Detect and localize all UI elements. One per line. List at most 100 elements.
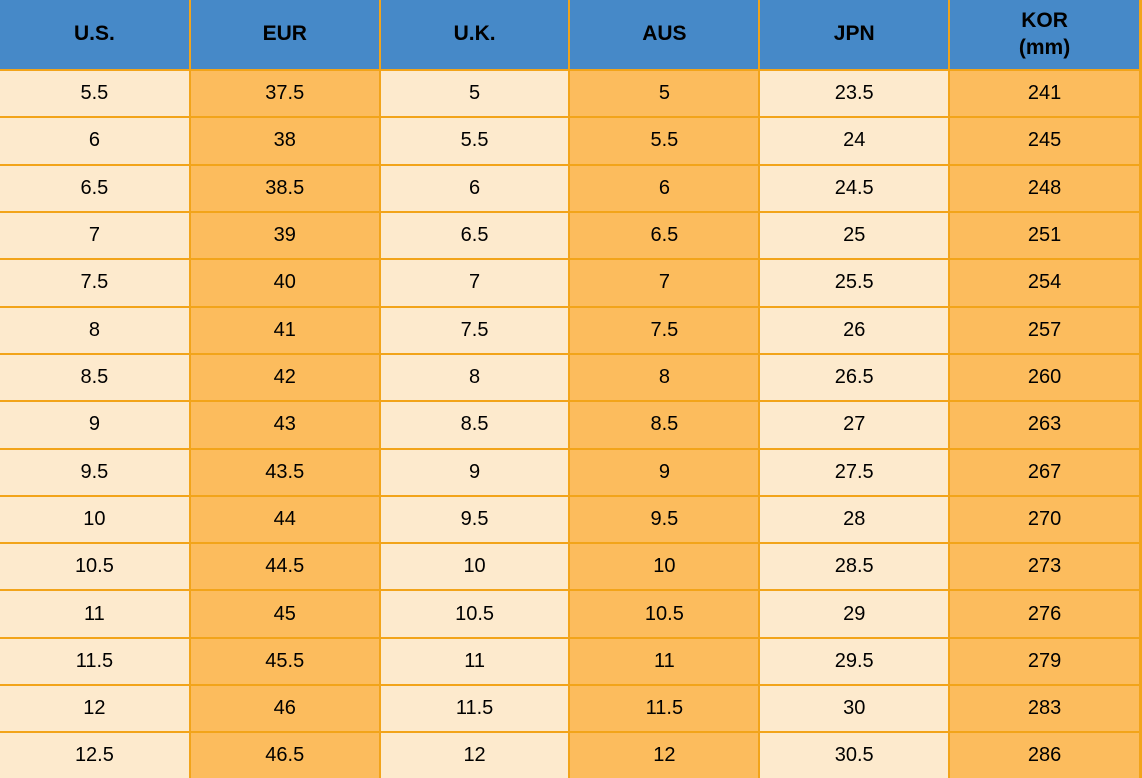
table-cell: 286 bbox=[948, 731, 1140, 778]
table-row: 11.5 45.5 11 11 29.5 279 bbox=[0, 636, 1140, 687]
table-row: 12.5 46.5 12 12 30.5 286 bbox=[0, 731, 1140, 778]
table-row: 5.5 37.5 5 5 23.5 241 bbox=[0, 68, 1140, 119]
table-cell: 9.5 bbox=[0, 447, 191, 497]
column-header-jpn-label: JPN bbox=[833, 22, 875, 46]
table-row: 8 41 7.5 7.5 26 257 bbox=[0, 305, 1140, 355]
table-cell: 44.5 bbox=[188, 542, 381, 592]
table-cell: 9 bbox=[378, 447, 571, 497]
column-header-uk: U.K. bbox=[378, 0, 571, 71]
table-cell: 10 bbox=[0, 494, 191, 545]
table-cell: 12.5 bbox=[0, 731, 191, 778]
table-row: 8.5 42 8 8 26.5 260 bbox=[0, 352, 1140, 403]
table-cell: 260 bbox=[948, 352, 1140, 403]
table-cell: 43 bbox=[188, 400, 381, 450]
table-cell: 38 bbox=[188, 116, 381, 166]
table-cell: 28 bbox=[758, 494, 951, 545]
table-row: 7 39 6.5 6.5 25 251 bbox=[0, 210, 1140, 261]
table-cell: 7 bbox=[0, 210, 191, 261]
table-cell: 7.5 bbox=[568, 305, 761, 355]
table-cell: 10.5 bbox=[378, 589, 571, 639]
table-cell: 241 bbox=[948, 68, 1140, 119]
column-header-jpn: JPN bbox=[758, 0, 951, 71]
table-cell: 29.5 bbox=[758, 636, 951, 687]
table-cell: 263 bbox=[948, 400, 1140, 450]
table-cell: 10.5 bbox=[568, 589, 761, 639]
table-cell: 28.5 bbox=[758, 542, 951, 592]
table-cell: 30 bbox=[758, 684, 951, 734]
table-row: 9.5 43.5 9 9 27.5 267 bbox=[0, 447, 1140, 497]
column-header-kor-unit: (mm) bbox=[1018, 35, 1071, 59]
table-cell: 11 bbox=[568, 636, 761, 687]
table-cell: 6.5 bbox=[568, 210, 761, 261]
table-cell: 25 bbox=[758, 210, 951, 261]
table-cell: 5.5 bbox=[0, 68, 191, 119]
column-header-kor: KOR (mm) bbox=[948, 0, 1140, 71]
table-cell: 267 bbox=[948, 447, 1140, 497]
table-cell: 30.5 bbox=[758, 731, 951, 778]
table-cell: 7 bbox=[568, 258, 761, 308]
column-header-us-label: U.S. bbox=[73, 22, 115, 46]
table-cell: 251 bbox=[948, 210, 1140, 261]
table-cell: 5.5 bbox=[568, 116, 761, 166]
table-cell: 6.5 bbox=[0, 163, 191, 213]
table-body: 5.5 37.5 5 5 23.5 241 6 38 5.5 5.5 24 245 6.5 38.5 6 6 2… bbox=[0, 68, 1140, 778]
table-row: 10.5 44.5 10 10 28.5 273 bbox=[0, 542, 1140, 592]
table-cell: 254 bbox=[948, 258, 1140, 308]
table-cell: 6.5 bbox=[378, 210, 571, 261]
table-cell: 23.5 bbox=[758, 68, 951, 119]
table-cell: 7.5 bbox=[0, 258, 191, 308]
table-cell: 8 bbox=[568, 352, 761, 403]
table-cell: 26.5 bbox=[758, 352, 951, 403]
table-cell: 8 bbox=[0, 305, 191, 355]
header-row: U.S. EUR U.K. AUS JPN KOR (mm) bbox=[0, 0, 1140, 71]
table-cell: 8.5 bbox=[568, 400, 761, 450]
table-cell: 7 bbox=[378, 258, 571, 308]
table-cell: 11.5 bbox=[568, 684, 761, 734]
table-cell: 40 bbox=[188, 258, 381, 308]
column-header-us: U.S. bbox=[0, 0, 191, 71]
table-cell: 12 bbox=[0, 684, 191, 734]
table-cell: 9 bbox=[568, 447, 761, 497]
table-cell: 9.5 bbox=[378, 494, 571, 545]
table-cell: 9.5 bbox=[568, 494, 761, 545]
table-cell: 46 bbox=[188, 684, 381, 734]
table-row: 6 38 5.5 5.5 24 245 bbox=[0, 116, 1140, 166]
table-cell: 43.5 bbox=[188, 447, 381, 497]
table-row: 11 45 10.5 10.5 29 276 bbox=[0, 589, 1140, 639]
column-header-uk-label: U.K. bbox=[453, 22, 496, 46]
table-cell: 8 bbox=[378, 352, 571, 403]
table-cell: 273 bbox=[948, 542, 1140, 592]
table-cell: 29 bbox=[758, 589, 951, 639]
table-cell: 279 bbox=[948, 636, 1140, 687]
table-cell: 38.5 bbox=[188, 163, 381, 213]
table-cell: 5 bbox=[568, 68, 761, 119]
table-cell: 10 bbox=[378, 542, 571, 592]
table-cell: 283 bbox=[948, 684, 1140, 734]
table-cell: 42 bbox=[188, 352, 381, 403]
column-header-kor-label: KOR bbox=[1021, 9, 1068, 33]
table-cell: 10.5 bbox=[0, 542, 191, 592]
table-cell: 5 bbox=[378, 68, 571, 119]
table-cell: 10 bbox=[568, 542, 761, 592]
table-cell: 8.5 bbox=[0, 352, 191, 403]
table-cell: 5.5 bbox=[378, 116, 571, 166]
table-cell: 41 bbox=[188, 305, 381, 355]
column-header-aus: AUS bbox=[568, 0, 761, 71]
table-cell: 9 bbox=[0, 400, 191, 450]
table-header: U.S. EUR U.K. AUS JPN KOR (mm) bbox=[0, 0, 1140, 71]
column-header-eur: EUR bbox=[188, 0, 381, 71]
column-header-aus-label: AUS bbox=[642, 22, 687, 46]
table-cell: 245 bbox=[948, 116, 1140, 166]
table-cell: 37.5 bbox=[188, 68, 381, 119]
table-cell: 26 bbox=[758, 305, 951, 355]
table-cell: 6 bbox=[378, 163, 571, 213]
table-cell: 39 bbox=[188, 210, 381, 261]
table-cell: 12 bbox=[568, 731, 761, 778]
table-cell: 24.5 bbox=[758, 163, 951, 213]
table-cell: 8.5 bbox=[378, 400, 571, 450]
table-cell: 11 bbox=[378, 636, 571, 687]
table-cell: 45 bbox=[188, 589, 381, 639]
table-row: 10 44 9.5 9.5 28 270 bbox=[0, 494, 1140, 545]
